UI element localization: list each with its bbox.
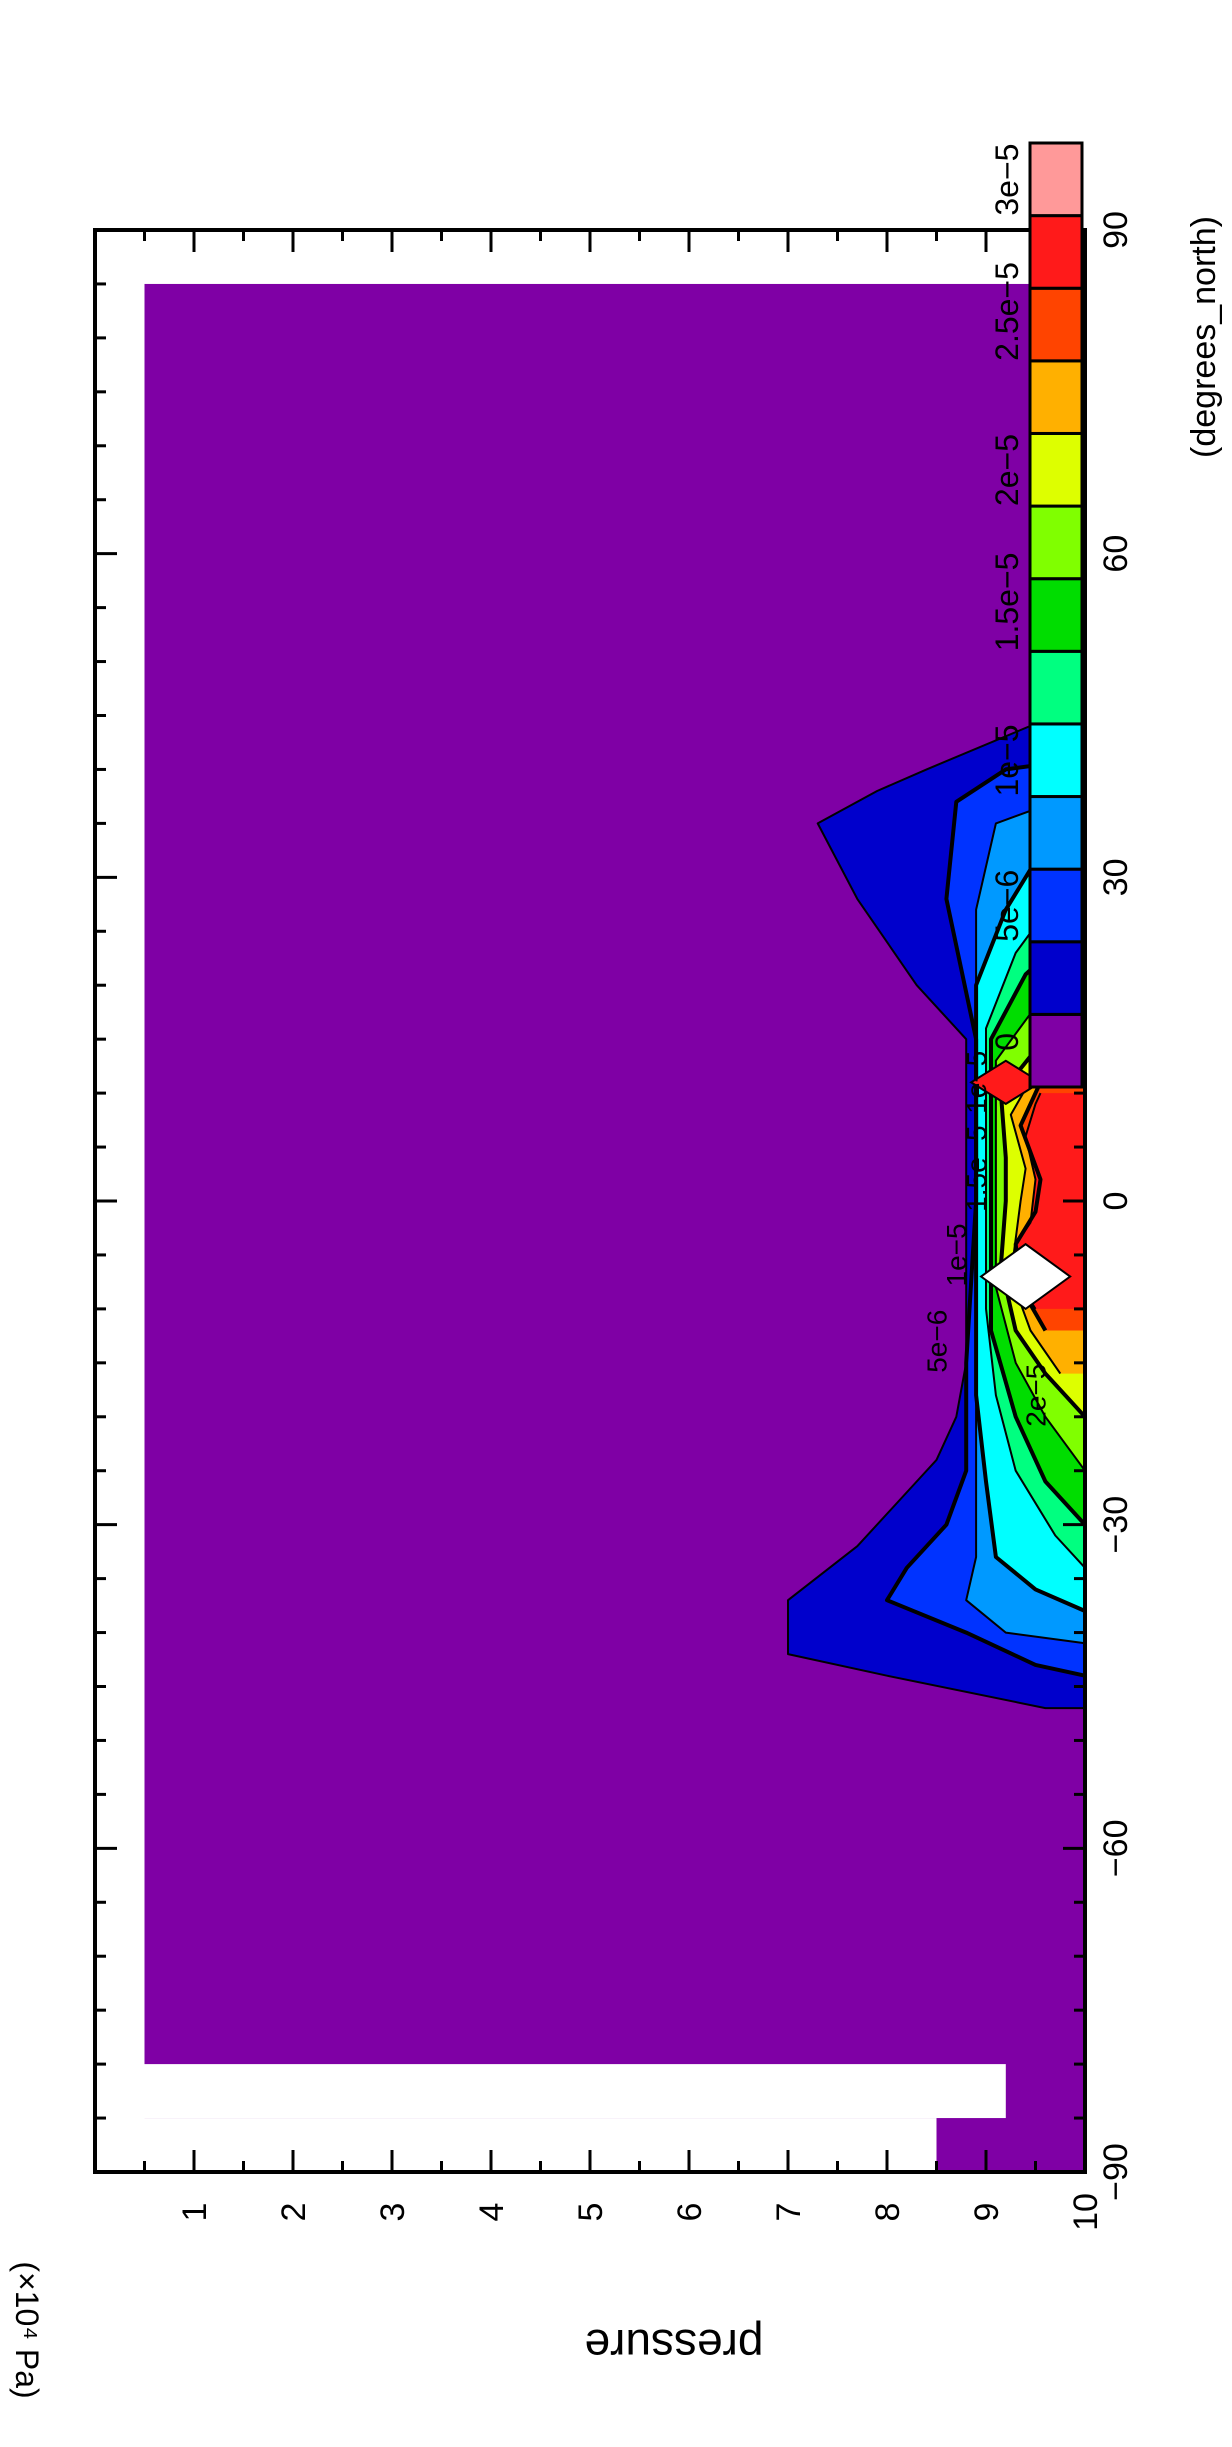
contour-line-7 [998,1015,1087,1419]
missing-region-1 [95,2118,937,2172]
colorbar-box-12 [1028,141,1084,218]
pressure-tick-label: 6 [671,2203,709,2222]
contour-line-0 [787,714,1085,1710]
y-axis-unit: (×10⁴ Pa) [9,2261,45,2398]
colorbar-label: 5e−6 [989,870,1025,942]
contour-label: 2e−5 [1020,1364,1051,1427]
colorbar-box-5 [1028,649,1084,726]
colorbar-label: 2e−5 [989,434,1025,506]
contour-label: 1e−5 [961,1051,992,1114]
axis-tick-labels: −90 −60 −30 0 30 60 90 1 2 3 4 5 6 7 8 9 10 [176,211,1135,2231]
core-0 [979,1242,1072,1311]
lat-tick-label: −30 [1097,1496,1135,1554]
contour-line-1 [885,756,1086,1678]
colorbar-box-2 [1028,867,1084,944]
colorbar-label: 1.5e−5 [989,553,1025,652]
x-axis-label: (degrees_north) [1185,216,1223,458]
contour-label: 1.5e−5 [961,1125,992,1211]
pressure-tick-label: 9 [968,2203,1006,2222]
colorbar-label: 3e−5 [989,144,1025,216]
pressure-tick-label: 2 [275,2203,313,2222]
colorbar-box-1 [1028,940,1084,1016]
pressure-tick-label: 10 [1067,2193,1105,2231]
colorbar-box-3 [1028,795,1084,871]
contour-lines [787,714,1087,1710]
colorbar-box-4 [1028,722,1084,799]
pressure-tick-label: 8 [869,2203,907,2222]
missing-region-2 [95,2064,1006,2119]
contour-label: 1e−5 [941,1223,972,1286]
lat-tick-label: −60 [1097,1819,1135,1877]
contour-line-5 [989,919,1087,1527]
colorbar-box-11 [1028,214,1084,290]
colorbar-box-7 [1028,504,1084,581]
contour-line-6 [994,973,1086,1472]
colorbar-label: 0 [989,1033,1025,1051]
lat-tick-label: 30 [1097,858,1135,896]
colorbar-label: 2.5e−5 [989,262,1025,361]
y-axis-label: pressure [585,2320,764,2372]
contour-line-3 [974,832,1086,1613]
colorbar: 0 5e−6 1e−5 1.5e−5 2e−5 2.5e−5 3e−5 [989,141,1084,1089]
colorbar-box-9 [1028,359,1084,435]
axis-ticks [95,228,1085,2174]
pressure-tick-label: 5 [572,2203,610,2222]
background-fill [95,230,1085,2172]
lat-tick-label: 90 [1097,211,1135,249]
colorbar-label: 1e−5 [989,724,1025,796]
contour-label: 5e−6 [921,1310,952,1373]
contour-labels: 5e−6 1e−5 1.5e−5 1e−5 2e−5 [921,1051,1051,1427]
pressure-tick-label: 3 [374,2203,412,2222]
colorbar-box-6 [1028,577,1084,653]
colorbar-box-8 [1028,431,1084,508]
pressure-tick-label: 4 [473,2203,511,2222]
plot-area [95,230,1085,2172]
pressure-tick-label: 1 [176,2203,214,2222]
lat-tick-label: 0 [1097,1192,1135,1211]
pressure-tick-label: 7 [770,2203,808,2222]
colorbar-box-0 [1028,1012,1084,1089]
colorbar-box-10 [1028,286,1084,363]
lat-tick-label: 60 [1097,535,1135,573]
lat-tick-label: −90 [1097,2143,1135,2201]
